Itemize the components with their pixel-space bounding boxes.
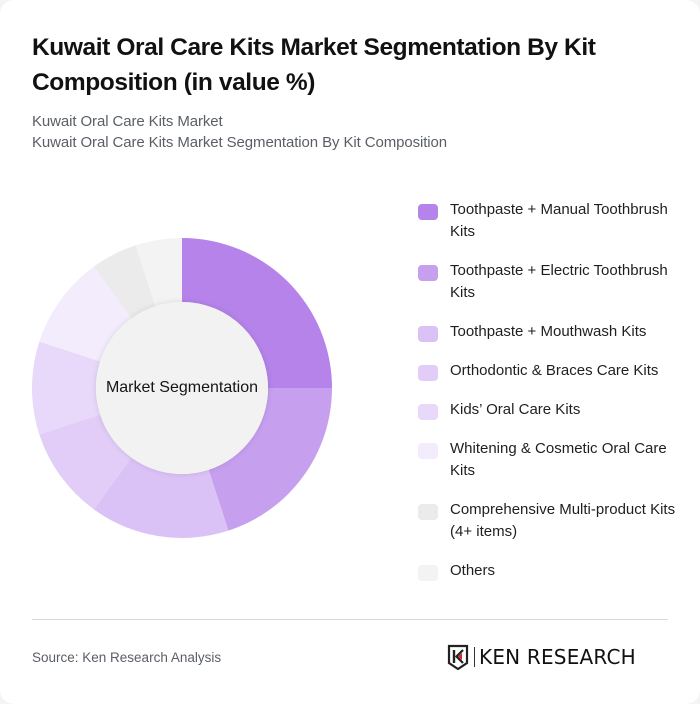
legend-item: Toothpaste + Mouthwash Kits: [418, 321, 678, 343]
legend-label: Toothpaste + Manual Toothbrush Kits: [450, 201, 668, 240]
legend-swatch: [418, 504, 438, 520]
donut-center: [96, 302, 268, 474]
breadcrumb-segmentation: Kuwait Oral Care Kits Market Segmentatio…: [32, 134, 448, 151]
legend-label: Kids’ Oral Care Kits: [450, 401, 581, 418]
donut-slice: [39, 414, 132, 510]
legend-swatch: [418, 443, 438, 459]
source-note: Source: Ken Research Analysis: [32, 650, 222, 665]
legend-label: Toothpaste + Electric Toothbrush Kits: [450, 262, 668, 301]
donut-slice: [32, 341, 101, 435]
legend-swatch: [418, 326, 438, 342]
ken-research-logo: KEN RESEARCH: [447, 643, 636, 671]
legend-item: Comprehensive Multi-product Kits (4+ ite…: [418, 499, 678, 543]
legend-label: Comprehensive Multi-product Kits (4+ ite…: [450, 501, 676, 540]
legend-swatch: [418, 404, 438, 420]
donut-slice: [135, 238, 182, 307]
legend-item: Toothpaste + Manual Toothbrush Kits: [418, 199, 678, 243]
logo-wordmark: KEN RESEARCH: [479, 645, 636, 669]
page-title: Kuwait Oral Care Kits Market Segmentatio…: [32, 34, 596, 96]
ken-research-shield-icon: [447, 644, 469, 670]
donut-slice: [93, 245, 156, 319]
legend-item: Kids’ Oral Care Kits: [418, 399, 678, 421]
donut-slice: [208, 388, 332, 531]
legend-item: Toothpaste + Electric Toothbrush Kits: [418, 260, 678, 304]
legend-label: Whitening & Cosmetic Oral Care Kits: [450, 440, 667, 479]
legend-label: Toothpaste + Mouthwash Kits: [450, 323, 647, 340]
donut-slice: [182, 238, 332, 388]
legend-swatch: [418, 365, 438, 381]
footer-divider: [32, 619, 668, 620]
donut-slice: [39, 266, 132, 362]
legend-swatch: [418, 204, 438, 220]
legend-item: Others: [418, 560, 678, 582]
donut-svg: [32, 238, 332, 538]
legend-swatch: [418, 265, 438, 281]
legend-item: Orthodontic & Braces Care Kits: [418, 360, 678, 382]
donut-slice: [93, 457, 229, 538]
donut-chart: Market Segmentation: [32, 238, 332, 538]
legend-swatch: [418, 565, 438, 581]
logo-separator: [474, 647, 475, 667]
chart-legend: Toothpaste + Manual Toothbrush Kits Toot…: [418, 199, 678, 599]
legend-label: Orthodontic & Braces Care Kits: [450, 362, 659, 379]
breadcrumb-market: Kuwait Oral Care Kits Market: [32, 113, 223, 130]
legend-item: Whitening & Cosmetic Oral Care Kits: [418, 438, 678, 482]
legend-label: Others: [450, 562, 496, 579]
